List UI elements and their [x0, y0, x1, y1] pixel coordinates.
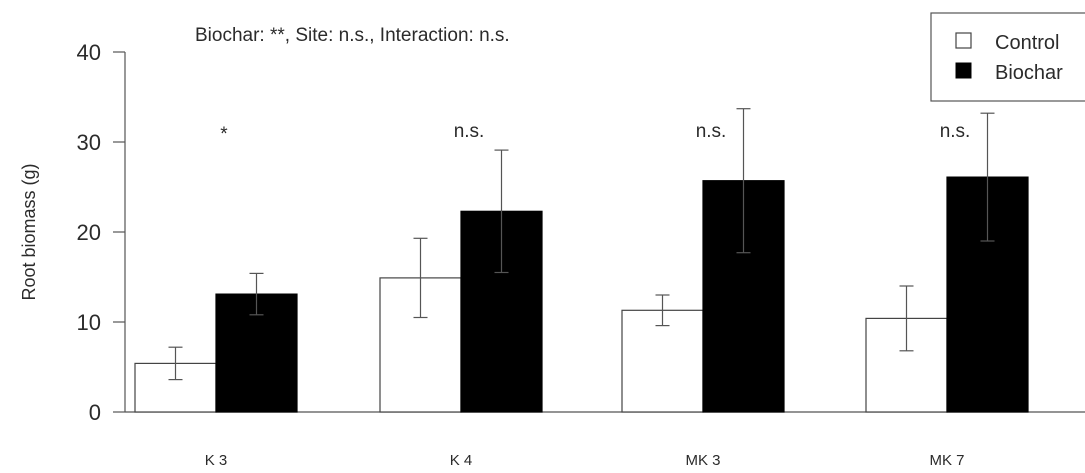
legend-label-biochar: Biochar	[995, 62, 1063, 84]
x-category-label: MK 3	[685, 452, 720, 469]
significance-label: *	[220, 124, 228, 145]
y-tick-label: 0	[89, 400, 101, 425]
x-category-label: K 4	[450, 452, 473, 469]
y-tick-label: 10	[77, 310, 101, 335]
legend: Control Biochar	[930, 12, 1085, 102]
y-axis-label: Root biomass (g)	[19, 163, 39, 300]
x-category-label: MK 7	[929, 452, 964, 469]
bar-control	[621, 309, 704, 413]
y-tick-label: 30	[77, 130, 101, 155]
y-tick-label: 20	[77, 220, 101, 245]
legend-box	[930, 12, 1085, 102]
legend-swatch-control	[955, 32, 972, 49]
x-category-label: K 3	[205, 452, 228, 469]
significance-label: n.s.	[454, 121, 485, 142]
y-axis: 0 10 20 30 40	[77, 40, 126, 425]
significance-label: n.s.	[940, 121, 971, 142]
stats-annotation: Biochar: **, Site: n.s., Interaction: n.…	[195, 25, 510, 46]
significance-label: n.s.	[696, 121, 727, 142]
y-tick-label: 40	[77, 40, 101, 65]
labels-layer: K 3 * K 4 n.s. MK 3 n.s. MK 7 n.s.	[205, 121, 971, 469]
legend-swatch-biochar	[955, 62, 972, 79]
legend-label-control: Control	[995, 32, 1059, 54]
bars-layer	[134, 108, 1029, 413]
